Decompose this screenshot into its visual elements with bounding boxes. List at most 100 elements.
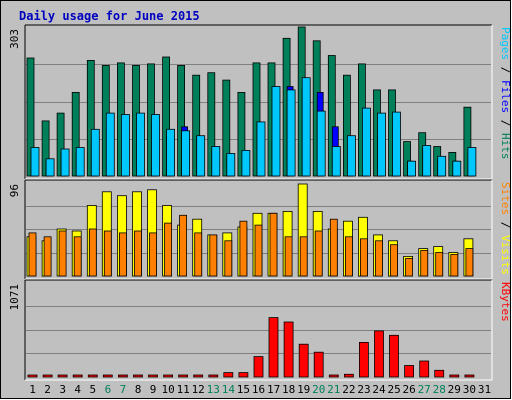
x-tick-label: 17 bbox=[267, 383, 280, 396]
bar-pages-day-13 bbox=[211, 146, 221, 177]
bar-kbytes-day-23 bbox=[358, 341, 369, 378]
bar-sites-day-8 bbox=[134, 230, 142, 277]
legend-entry: / bbox=[499, 113, 512, 133]
x-tick-label: 11 bbox=[177, 383, 190, 396]
bar-kbytes-day-8 bbox=[133, 374, 143, 378]
bar-kbytes-day-14 bbox=[223, 372, 234, 378]
x-tick-label: 25 bbox=[387, 383, 400, 396]
bar-hits-day-4 bbox=[71, 92, 80, 177]
x-tick-label: 9 bbox=[150, 383, 157, 396]
bar-kbytes-day-13 bbox=[208, 374, 219, 378]
bar-sites-day-12 bbox=[194, 232, 203, 277]
y-max-label: 303 bbox=[8, 29, 21, 49]
bar-sites-day-23 bbox=[359, 238, 368, 277]
bar-pages-day-7 bbox=[121, 114, 130, 177]
bar-kbytes-day-19 bbox=[298, 343, 309, 378]
bar-pages-day-11 bbox=[181, 130, 191, 177]
bar-kbytes-day-7 bbox=[118, 374, 128, 378]
bar-hits-day-14 bbox=[222, 79, 231, 177]
series-sites bbox=[28, 212, 474, 277]
bar-pages-day-17 bbox=[271, 86, 281, 177]
bar-pages-day-20 bbox=[316, 110, 326, 177]
bar-pages-day-24 bbox=[377, 112, 386, 177]
bar-sites-day-21 bbox=[329, 218, 338, 277]
bar-kbytes-day-9 bbox=[148, 374, 158, 378]
bar-sites-day-1 bbox=[28, 232, 37, 277]
bar-pages-day-28 bbox=[437, 155, 447, 177]
bar-pages-day-19 bbox=[301, 77, 311, 177]
bar-kbytes-day-22 bbox=[343, 373, 354, 378]
x-tick-label: 27 bbox=[418, 383, 431, 396]
legend-entry: Files bbox=[499, 80, 512, 113]
x-tick-label: 19 bbox=[297, 383, 310, 396]
x-tick-label: 12 bbox=[192, 383, 205, 396]
bar-pages-day-22 bbox=[346, 135, 356, 177]
bar-sites-day-7 bbox=[119, 232, 127, 277]
bar-hits-day-21 bbox=[327, 55, 336, 177]
legend-hits-files-pages: Pages / Files / Hits bbox=[499, 27, 512, 160]
bar-kbytes-day-10 bbox=[163, 374, 174, 378]
bar-pages-day-27 bbox=[422, 145, 432, 177]
legend-entry: Hits bbox=[499, 133, 512, 160]
bar-sites-day-25 bbox=[390, 244, 398, 277]
bar-hits-day-13 bbox=[207, 72, 216, 177]
legend-entry: Visits bbox=[499, 235, 512, 275]
bar-pages-day-3 bbox=[60, 148, 70, 177]
bar-pages-day-1 bbox=[30, 147, 40, 177]
x-axis-labels: 1 2 3 4 5 6 7 8 9 10 11 12 13 14 15 16 17 18 19 20 21 22 23 24 2… bbox=[29, 383, 491, 396]
legend-entry: / bbox=[499, 60, 512, 80]
x-tick-label: 5 bbox=[89, 383, 96, 396]
x-tick-label: 30 bbox=[463, 383, 476, 396]
bar-kbytes-day-1 bbox=[27, 374, 38, 378]
bar-sites-day-18 bbox=[284, 236, 293, 277]
bar-kbytes-day-4 bbox=[72, 374, 83, 378]
x-tick-label: 4 bbox=[74, 383, 81, 396]
bar-pages-day-30 bbox=[467, 147, 477, 177]
bar-pages-day-4 bbox=[75, 147, 85, 177]
legend-entry: Pages bbox=[499, 27, 512, 60]
bar-sites-day-10 bbox=[164, 222, 173, 277]
bar-sites-day-30 bbox=[465, 248, 474, 277]
bar-sites-day-15 bbox=[239, 220, 248, 277]
bar-pages-day-2 bbox=[45, 158, 55, 177]
bar-hits-day-30 bbox=[463, 106, 472, 177]
x-tick-label: 29 bbox=[448, 383, 461, 396]
x-tick-label: 23 bbox=[357, 383, 370, 396]
bar-pages-day-6 bbox=[105, 112, 115, 177]
bar-kbytes-day-17 bbox=[268, 317, 279, 378]
bar-kbytes-day-26 bbox=[404, 365, 415, 378]
bar-hits-day-3 bbox=[56, 112, 65, 177]
x-tick-label: 31 bbox=[478, 383, 491, 396]
bar-kbytes-day-2 bbox=[42, 374, 53, 378]
bar-sites-day-22 bbox=[344, 236, 353, 277]
x-tick-label: 1 bbox=[29, 383, 36, 396]
bar-kbytes-day-12 bbox=[193, 374, 204, 378]
bar-pages-day-15 bbox=[241, 149, 251, 177]
x-tick-label: 2 bbox=[44, 383, 51, 396]
legend-visits-sites: Sites / Visits bbox=[499, 182, 512, 275]
bar-pages-day-12 bbox=[196, 135, 206, 177]
x-tick-label: 16 bbox=[252, 383, 265, 396]
legend-entry: KBytes bbox=[499, 282, 512, 322]
bar-kbytes-day-25 bbox=[389, 334, 399, 378]
bar-sites-day-20 bbox=[314, 230, 323, 277]
panels-layer: 303 Pages / Files / Hits 96 Sites / Visits 1… bbox=[8, 24, 512, 381]
series-pages bbox=[30, 77, 477, 177]
bar-pages-day-8 bbox=[136, 112, 145, 177]
x-tick-label: 15 bbox=[237, 383, 250, 396]
legend-kbytes: KBytes bbox=[499, 282, 512, 322]
bar-sites-day-16 bbox=[254, 224, 263, 277]
bar-pages-day-10 bbox=[166, 128, 176, 177]
y-max-label: 1071 bbox=[8, 284, 21, 311]
x-tick-label: 24 bbox=[372, 383, 386, 396]
bar-kbytes-day-28 bbox=[434, 369, 445, 378]
bar-pages-day-25 bbox=[392, 111, 401, 177]
bar-pages-day-23 bbox=[361, 107, 371, 177]
bar-hits-day-1 bbox=[26, 57, 35, 177]
bar-pages-day-14 bbox=[226, 152, 236, 177]
x-tick-label: 18 bbox=[282, 383, 295, 396]
bar-kbytes-day-18 bbox=[283, 321, 294, 378]
x-tick-label: 3 bbox=[59, 383, 66, 396]
bar-kbytes-day-20 bbox=[313, 351, 324, 378]
